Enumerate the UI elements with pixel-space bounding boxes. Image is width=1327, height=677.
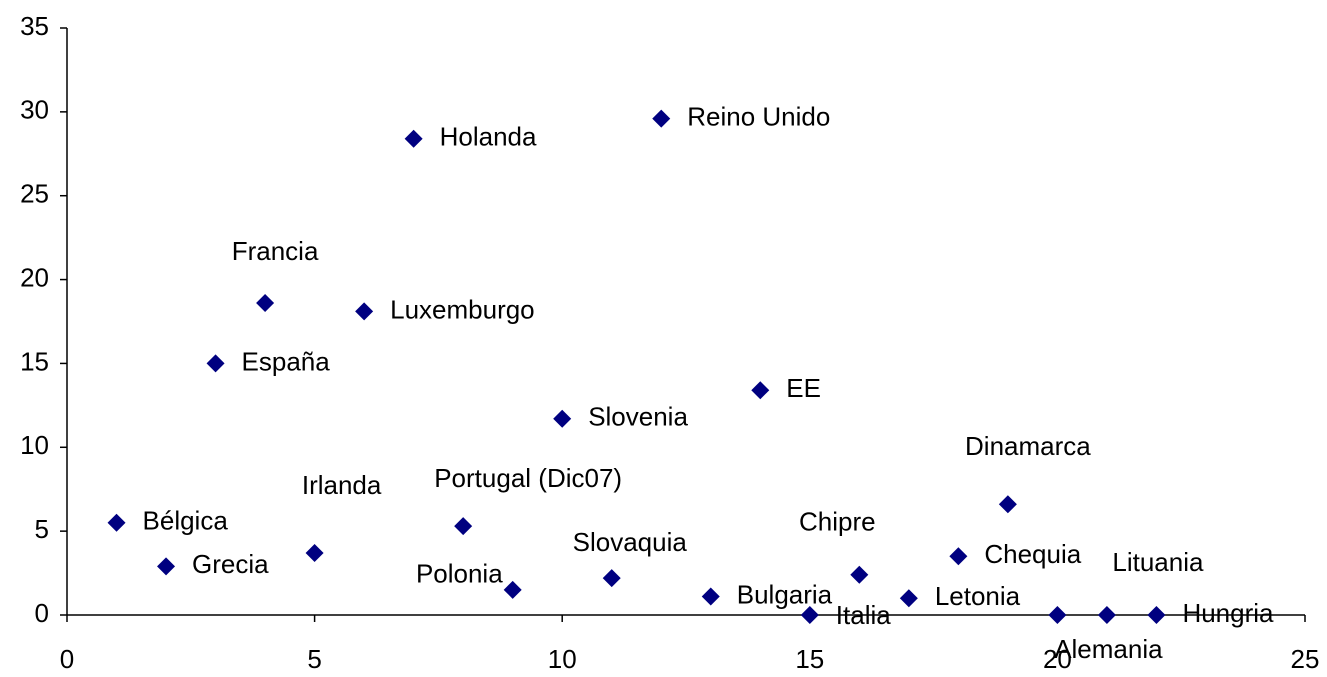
point <box>850 565 869 584</box>
point <box>107 513 126 532</box>
point <box>701 587 720 606</box>
point <box>256 294 275 313</box>
point-label: Slovenia <box>588 402 688 432</box>
point <box>751 381 770 400</box>
point-label: Francia <box>232 236 319 266</box>
point-label: Hungria <box>1182 598 1274 628</box>
point-label: Slovaquia <box>573 527 688 557</box>
y-tick-label: 25 <box>20 179 49 209</box>
point-label: Holanda <box>440 122 537 152</box>
point <box>404 129 423 148</box>
point <box>652 109 671 128</box>
point-label: Bélgica <box>143 506 229 536</box>
point-label: Dinamarca <box>965 431 1091 461</box>
x-tick-label: 10 <box>548 644 577 674</box>
point-label: Bulgaria <box>737 579 833 609</box>
point <box>899 589 918 608</box>
point-label: Chipre <box>799 507 876 537</box>
point-label: Lituania <box>1112 547 1204 577</box>
y-tick-label: 0 <box>35 598 49 628</box>
point-label: España <box>242 346 331 376</box>
y-tick-label: 5 <box>35 514 49 544</box>
point-label: Grecia <box>192 549 269 579</box>
point <box>503 580 522 599</box>
point <box>1147 606 1166 624</box>
point <box>998 495 1017 514</box>
point-label: Reino Unido <box>687 101 830 131</box>
point-label: Polonia <box>416 559 503 589</box>
point-label: EE <box>786 373 821 403</box>
point-label: Portugal (Dic07) <box>434 463 622 493</box>
x-tick-label: 20 <box>1043 644 1072 674</box>
point <box>1048 606 1067 624</box>
y-tick-label: 10 <box>20 430 49 460</box>
x-tick-label: 0 <box>60 644 74 674</box>
point <box>553 409 572 428</box>
point <box>355 302 374 321</box>
point-label: Chequia <box>984 539 1081 569</box>
point-label: Irlanda <box>302 470 382 500</box>
x-tick-label: 15 <box>795 644 824 674</box>
point-label: Alemania <box>1054 634 1163 664</box>
point-label: Italia <box>836 600 891 630</box>
y-tick-label: 35 <box>20 11 49 41</box>
point-label: Letonia <box>935 581 1021 611</box>
point-label: Luxemburgo <box>390 294 535 324</box>
point <box>157 557 176 576</box>
y-tick-label: 15 <box>20 346 49 376</box>
point <box>949 547 968 566</box>
point <box>800 606 819 624</box>
x-tick-label: 25 <box>1291 644 1320 674</box>
point <box>206 354 225 373</box>
point <box>1097 606 1116 624</box>
point <box>602 569 621 588</box>
y-tick-label: 30 <box>20 95 49 125</box>
point <box>305 543 324 562</box>
y-tick-label: 20 <box>20 262 49 292</box>
point <box>454 517 473 536</box>
x-tick-label: 5 <box>307 644 321 674</box>
